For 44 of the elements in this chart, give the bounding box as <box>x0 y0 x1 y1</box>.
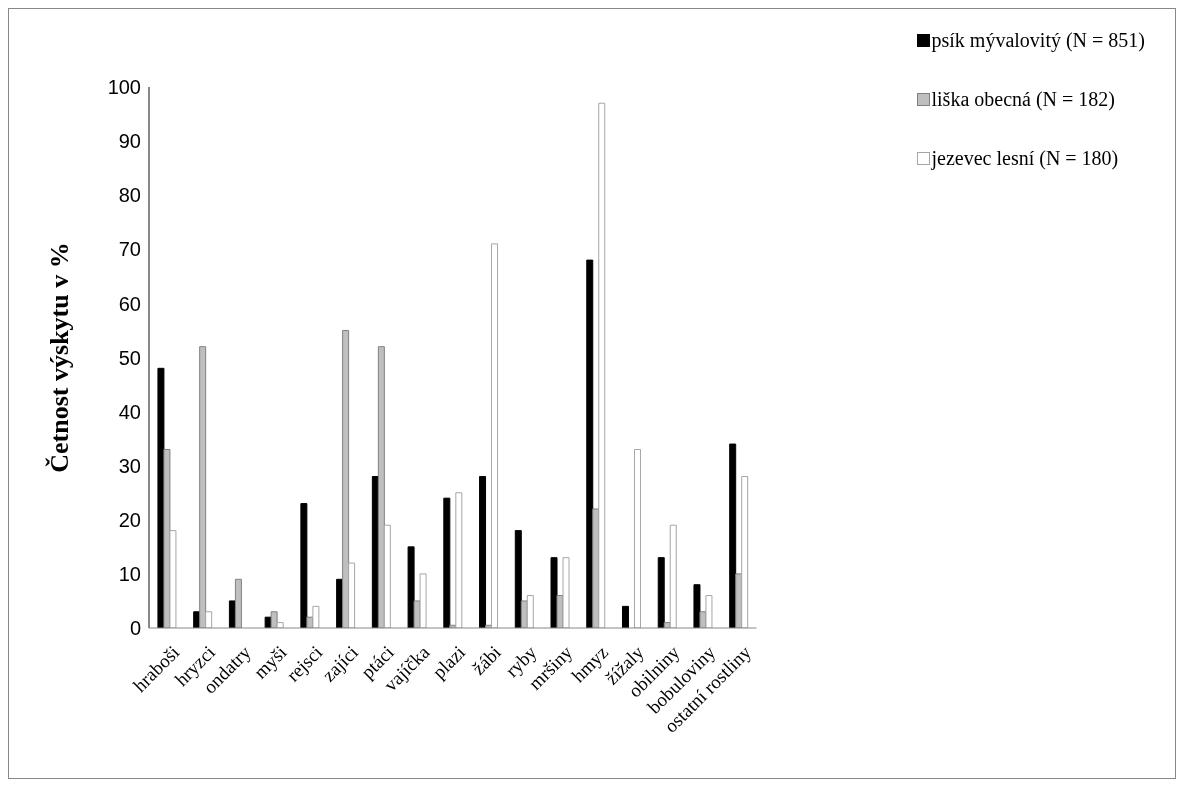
y-axis-title: Četnost výskytu v % <box>45 242 75 473</box>
bar <box>693 584 701 628</box>
y-tick-label: 40 <box>118 400 141 423</box>
bar <box>657 557 665 628</box>
bar <box>312 605 320 628</box>
bar <box>729 443 737 628</box>
y-tick-label: 70 <box>118 238 141 261</box>
bar <box>276 622 284 628</box>
bar <box>705 595 713 628</box>
bar <box>514 530 522 628</box>
bar <box>455 492 463 628</box>
y-tick-label: 80 <box>118 184 141 207</box>
bar <box>443 497 451 628</box>
bar <box>526 595 534 628</box>
y-tick-label: 60 <box>118 292 141 315</box>
legend-label: jezevec lesní (N = 180) <box>931 147 1119 170</box>
bar <box>205 611 213 628</box>
bar <box>491 243 499 628</box>
bar <box>419 573 427 628</box>
bar <box>383 524 391 628</box>
y-tick-label: 20 <box>118 508 141 531</box>
bar <box>169 530 177 628</box>
bar <box>598 102 606 628</box>
y-tick-label: 30 <box>118 454 141 477</box>
bar <box>621 605 629 628</box>
legend-label: liška obecná (N = 182) <box>931 88 1115 111</box>
bar <box>348 562 356 628</box>
bar <box>300 503 308 628</box>
bar <box>586 259 594 628</box>
bar <box>562 557 570 628</box>
y-tick-label: 90 <box>118 130 141 153</box>
y-tick-label: 10 <box>118 563 141 585</box>
bar <box>550 557 558 628</box>
bar <box>669 524 677 628</box>
y-tick-label: 0 <box>129 617 141 640</box>
y-tick-label: 50 <box>118 346 141 369</box>
bar <box>741 476 749 628</box>
y-tick-label: 100 <box>107 76 141 99</box>
bar <box>157 367 165 628</box>
x-tick-label: žábi <box>467 641 505 679</box>
bar <box>479 476 487 628</box>
legend-label: psík mývalovitý (N = 851) <box>931 29 1145 52</box>
bar <box>407 546 415 628</box>
bar <box>633 448 641 628</box>
